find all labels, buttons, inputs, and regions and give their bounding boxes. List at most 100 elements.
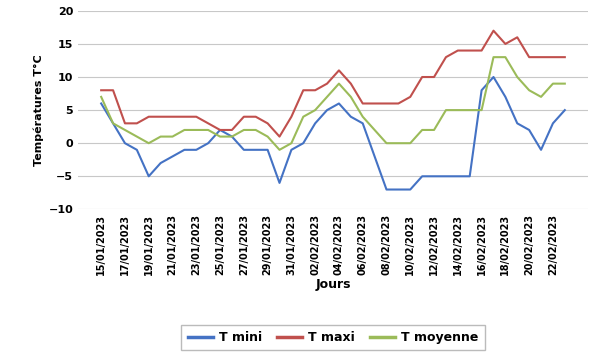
T moyenne <box>466 108 473 112</box>
T moyenne <box>181 128 188 132</box>
T moyenne <box>252 128 259 132</box>
T maxi <box>454 48 461 53</box>
T mini <box>252 148 259 152</box>
T mini <box>264 148 271 152</box>
Line: T maxi: T maxi <box>101 31 565 136</box>
T mini <box>133 148 140 152</box>
T mini <box>109 121 116 126</box>
T maxi <box>395 101 402 106</box>
T maxi <box>157 114 164 119</box>
T mini <box>169 154 176 158</box>
T maxi <box>145 114 152 119</box>
T maxi <box>133 121 140 126</box>
T moyenne <box>133 134 140 139</box>
T moyenne <box>490 55 497 59</box>
T moyenne <box>561 82 568 86</box>
T moyenne <box>430 128 437 132</box>
T maxi <box>490 29 497 33</box>
T moyenne <box>371 128 378 132</box>
T maxi <box>502 42 509 46</box>
T mini <box>538 148 545 152</box>
T maxi <box>407 95 414 99</box>
T moyenne <box>419 128 426 132</box>
T moyenne <box>169 134 176 139</box>
X-axis label: Jours: Jours <box>315 278 351 291</box>
T moyenne <box>502 55 509 59</box>
T maxi <box>538 55 545 59</box>
T moyenne <box>288 141 295 145</box>
T mini <box>240 148 247 152</box>
T maxi <box>169 114 176 119</box>
T maxi <box>561 55 568 59</box>
T maxi <box>193 114 200 119</box>
T moyenne <box>121 128 128 132</box>
T moyenne <box>407 141 414 145</box>
T moyenne <box>454 108 461 112</box>
T moyenne <box>311 108 319 112</box>
T moyenne <box>526 88 533 92</box>
T mini <box>181 148 188 152</box>
T mini <box>514 121 521 126</box>
T moyenne <box>193 128 200 132</box>
Y-axis label: Températures T°C: Températures T°C <box>34 54 44 166</box>
Line: T mini: T mini <box>101 77 565 190</box>
T mini <box>466 174 473 178</box>
T mini <box>145 174 152 178</box>
T maxi <box>288 114 295 119</box>
T maxi <box>276 134 283 139</box>
T moyenne <box>323 95 331 99</box>
T moyenne <box>335 82 343 86</box>
T mini <box>205 141 212 145</box>
T mini <box>383 187 390 192</box>
T maxi <box>442 55 449 59</box>
T mini <box>229 134 236 139</box>
T mini <box>395 187 402 192</box>
T moyenne <box>395 141 402 145</box>
T mini <box>98 101 105 106</box>
T maxi <box>526 55 533 59</box>
T moyenne <box>442 108 449 112</box>
T moyenne <box>347 95 355 99</box>
T mini <box>407 187 414 192</box>
T mini <box>335 101 343 106</box>
T moyenne <box>514 75 521 79</box>
T moyenne <box>145 141 152 145</box>
T maxi <box>264 121 271 126</box>
T moyenne <box>217 134 224 139</box>
Line: T moyenne: T moyenne <box>101 57 565 150</box>
T mini <box>526 128 533 132</box>
T moyenne <box>276 148 283 152</box>
T maxi <box>383 101 390 106</box>
T moyenne <box>240 128 247 132</box>
T mini <box>430 174 437 178</box>
T maxi <box>252 114 259 119</box>
T moyenne <box>478 108 485 112</box>
T maxi <box>240 114 247 119</box>
T mini <box>442 174 449 178</box>
T mini <box>323 108 331 112</box>
T maxi <box>347 82 355 86</box>
T moyenne <box>538 95 545 99</box>
T moyenne <box>98 95 105 99</box>
T maxi <box>478 48 485 53</box>
T mini <box>288 148 295 152</box>
T mini <box>371 154 378 158</box>
T maxi <box>430 75 437 79</box>
T mini <box>478 88 485 92</box>
T maxi <box>299 88 307 92</box>
T mini <box>454 174 461 178</box>
T maxi <box>181 114 188 119</box>
T moyenne <box>157 134 164 139</box>
T maxi <box>514 35 521 39</box>
T maxi <box>311 88 319 92</box>
T mini <box>121 141 128 145</box>
T mini <box>299 141 307 145</box>
T maxi <box>323 82 331 86</box>
T maxi <box>205 121 212 126</box>
T moyenne <box>299 114 307 119</box>
T mini <box>276 181 283 185</box>
T maxi <box>109 88 116 92</box>
T moyenne <box>264 134 271 139</box>
T mini <box>157 161 164 165</box>
T maxi <box>371 101 378 106</box>
